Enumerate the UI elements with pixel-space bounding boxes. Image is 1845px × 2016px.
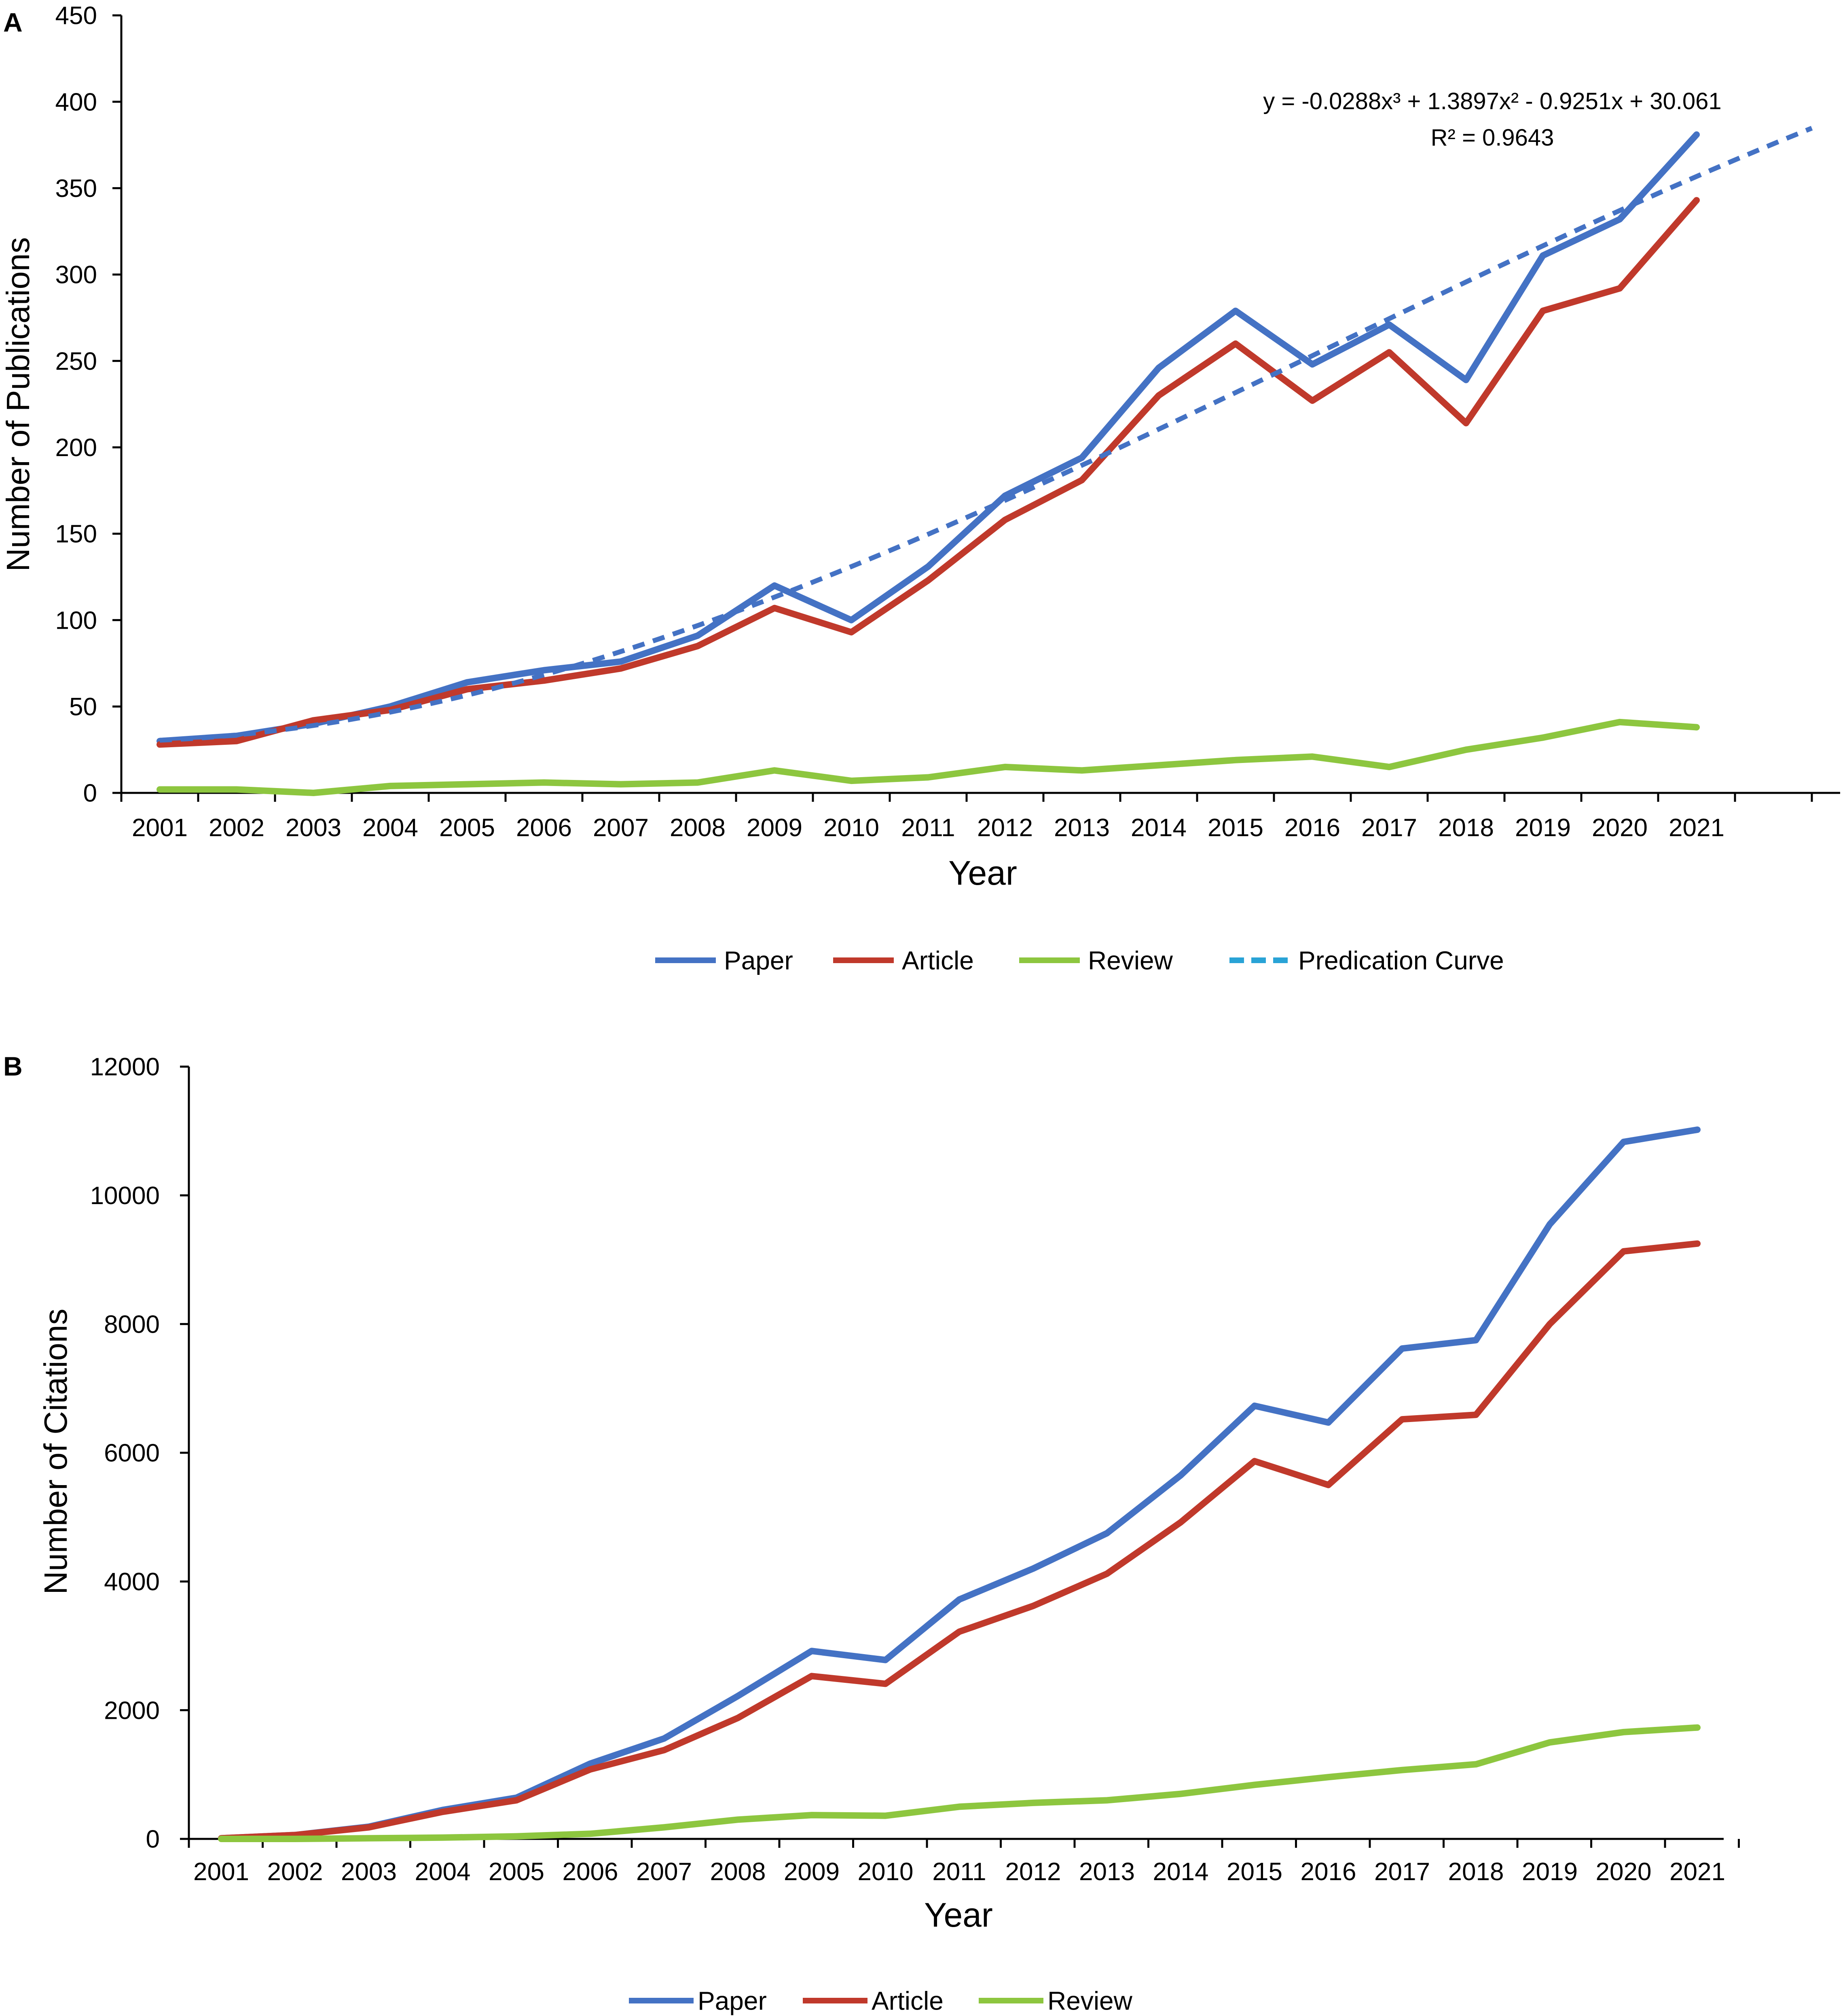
panel-a-x-tick-label: 2016 [1284, 814, 1340, 842]
panel-b-x-tick-label: 2003 [341, 1858, 397, 1886]
panel-b-y-tick-label: 12000 [90, 1053, 160, 1081]
panel-a-x-tick-label: 2014 [1131, 814, 1187, 842]
panel-b-y-tick-label: 2000 [104, 1697, 160, 1724]
panel-b-label: B [3, 1051, 23, 1081]
panel-b-series-article [218, 1240, 1701, 1842]
panel-a-y-tick-label: 0 [83, 780, 97, 807]
panel-a-trend-equation: y = -0.0288x³ + 1.3897x² - 0.9251x + 30.… [1263, 88, 1721, 114]
panel-a-x-tick-label: 2007 [593, 814, 649, 842]
panel-b-y-tick-label: 8000 [104, 1310, 160, 1338]
panel-b-x-tick-label: 2014 [1153, 1858, 1209, 1886]
panel-a-y-tick-label: 300 [55, 261, 97, 289]
panel-a-x-tick-label: 2021 [1669, 814, 1724, 842]
panel-a-x-tick-labels: 2001 2002 2003 2004 2005 2006 2007 2008 2009 2010… [132, 814, 1724, 842]
panel-b-x-tick-label: 2019 [1522, 1858, 1578, 1886]
panel-a-legend-label-review: Review [1088, 946, 1173, 975]
panel-a-x-tick-label: 2001 [132, 814, 188, 842]
panel-a-x-tick-label: 2004 [362, 814, 418, 842]
panel-a-legend-label-article: Article [902, 946, 974, 975]
panel-a-series-review [157, 718, 1700, 796]
panel-a-x-tick-label: 2010 [823, 814, 879, 842]
panel-a-series-paper [157, 131, 1700, 744]
panel-b-x-tick-label: 2015 [1227, 1858, 1282, 1886]
panel-a-x-tick-label: 2005 [439, 814, 495, 842]
panel-a-tick-marks [112, 14, 1813, 802]
panel-a-legend-label-paper: Paper [724, 946, 793, 975]
panel-a-y-tick-label: 100 [55, 606, 97, 634]
panel-a-x-tick-label: 2009 [747, 814, 802, 842]
panel-b-tick-marks [180, 1065, 1740, 1848]
panel-a-x-tick-label: 2015 [1208, 814, 1263, 842]
panel-a-x-tick-label: 2008 [670, 814, 726, 842]
panel-b-x-tick-label: 2021 [1669, 1858, 1725, 1886]
panel-b-x-tick-label: 2005 [489, 1858, 544, 1886]
panel-b-x-tick-label: 2011 [932, 1858, 986, 1886]
panel-b-x-axis-title: Year [924, 1896, 993, 1934]
panel-b-x-tick-label: 2017 [1374, 1858, 1430, 1886]
panel-a-y-tick-label: 350 [55, 175, 97, 203]
panel-a-x-tick-label: 2019 [1515, 814, 1571, 842]
panel-a-y-tick-label: 450 [55, 2, 97, 30]
panel-b-x-tick-label: 2002 [267, 1858, 323, 1886]
panel-a-y-tick-label: 50 [69, 693, 97, 721]
panel-b-legend-label-paper: Paper [698, 1986, 767, 2015]
panel-b-legend: Paper Article Review [629, 1986, 1133, 2015]
panel-a-y-axis-title: Number of Publications [0, 237, 36, 571]
panel-a-x-tick-label: 2003 [286, 814, 341, 842]
panel-a-x-tick-label: 2020 [1592, 814, 1648, 842]
panel-a-label: A [3, 7, 23, 37]
panel-a-legend: Paper Article Review Predication Curve [655, 946, 1504, 975]
panel-a-y-tick-labels: 0 50 100 150 200 250 300 350 400 450 [55, 2, 97, 807]
panel-a-x-tick-label: 2013 [1054, 814, 1110, 842]
panel-a-x-axis-title: Year [948, 854, 1017, 892]
panel-b-y-tick-labels: 0 2000 4000 6000 8000 10000 12000 [90, 1053, 160, 1853]
panel-b-x-tick-label: 2016 [1301, 1858, 1356, 1886]
panel-a-x-tick-label: 2002 [209, 814, 264, 842]
panel-b-x-tick-label: 2009 [784, 1858, 840, 1886]
panel-a-y-tick-label: 200 [55, 434, 97, 462]
panel-b-series-review [218, 1724, 1701, 1842]
panel-b-y-axis-title: Number of Citations [38, 1309, 74, 1595]
panel-b-x-tick-label: 2007 [636, 1858, 692, 1886]
panel-b-x-tick-labels: 2001 2002 2003 2004 2005 2006 2007 2008 2009 2010… [193, 1858, 1725, 1886]
panel-a-x-tick-label: 2012 [977, 814, 1033, 842]
panel-a-x-tick-label: 2006 [516, 814, 572, 842]
panel-b-x-tick-label: 2008 [710, 1858, 766, 1886]
panel-a-legend-label-predication-curve: Predication Curve [1298, 946, 1504, 975]
panel-a-x-tick-label: 2017 [1361, 814, 1417, 842]
panel-a-series [157, 126, 1813, 796]
panel-a-series-predication-curve [159, 126, 1813, 743]
panel-b-x-tick-label: 2001 [193, 1858, 249, 1886]
panel-b-y-tick-label: 4000 [104, 1568, 160, 1596]
panel-b-legend-label-review: Review [1047, 1986, 1133, 2015]
panel-b-y-tick-label: 6000 [104, 1439, 160, 1467]
panel-a-x-tick-label: 2011 [901, 814, 955, 842]
panel-b-x-tick-label: 2013 [1079, 1858, 1135, 1886]
panel-b-legend-label-article: Article [872, 1986, 944, 2015]
panel-b-x-tick-label: 2010 [858, 1858, 914, 1886]
panel-b-x-tick-label: 2020 [1596, 1858, 1652, 1886]
panel-b-x-tick-label: 2018 [1448, 1858, 1504, 1886]
panel-a-x-tick-label: 2018 [1438, 814, 1494, 842]
panel-a-y-tick-label: 150 [55, 520, 97, 548]
panel-a-r-squared: R² = 0.9643 [1431, 125, 1554, 151]
panel-b-y-tick-label: 10000 [90, 1182, 160, 1210]
panel-b-x-tick-label: 2004 [415, 1858, 471, 1886]
panel-b-series [218, 1126, 1701, 1842]
panel-b-x-tick-label: 2012 [1005, 1858, 1061, 1886]
panel-b-x-tick-label: 2006 [563, 1858, 618, 1886]
panel-a-series-article [157, 197, 1700, 748]
panel-b-y-tick-label: 0 [146, 1826, 160, 1853]
panel-a-y-tick-label: 400 [55, 88, 97, 116]
panel-a-y-tick-label: 250 [55, 347, 97, 375]
